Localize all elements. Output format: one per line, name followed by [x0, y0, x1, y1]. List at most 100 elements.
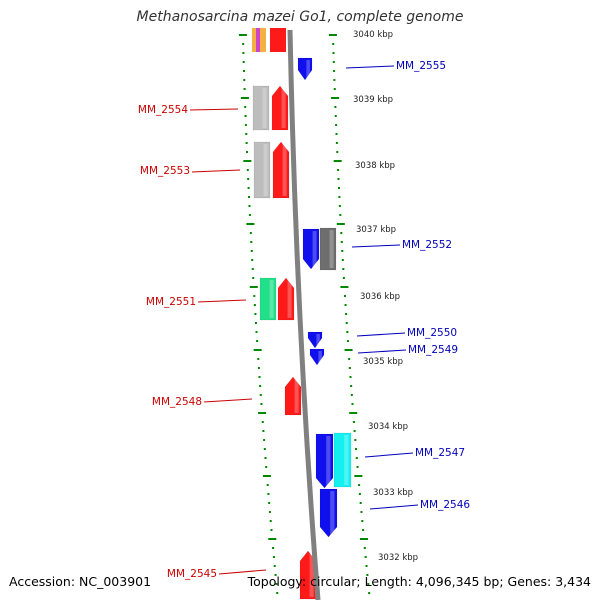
outer-tick: [243, 160, 252, 162]
inner-tick: [340, 232, 343, 234]
outer-tick: [276, 592, 279, 594]
inner-tick: [336, 223, 345, 225]
gene-leader-line: [191, 169, 241, 173]
gene-label-MM_2552[interactable]: MM_2552: [402, 239, 452, 251]
gene-leader-line: [364, 452, 414, 458]
outer-tick: [244, 115, 247, 117]
gene-feature-MM_2553: [272, 141, 290, 199]
gene-leader-line: [351, 244, 401, 248]
gene-label-MM_2551[interactable]: MM_2551: [146, 296, 196, 308]
gene-feature-grey-shade: [263, 144, 268, 196]
gene-label-MM_2547[interactable]: MM_2547: [415, 447, 465, 459]
inner-tick: [335, 124, 338, 126]
inner-tick: [348, 358, 351, 360]
outer-tick: [246, 169, 249, 171]
inner-tick: [328, 34, 337, 36]
inner-tick: [345, 322, 348, 324]
inner-tick: [345, 313, 348, 315]
gene-feature-MM_2554: [271, 85, 289, 131]
outer-tick: [252, 277, 255, 279]
outer-tick: [251, 259, 254, 261]
outer-tick: [257, 367, 260, 369]
gene-label-MM_2549[interactable]: MM_2549: [408, 344, 458, 356]
inner-tick: [344, 304, 347, 306]
gene-label-MM_2548[interactable]: MM_2548: [152, 396, 202, 408]
inner-tick: [332, 61, 335, 63]
outer-tick: [248, 196, 251, 198]
gene-feature-MM_2548-shade: [294, 379, 299, 413]
outer-tick: [259, 385, 262, 387]
scale-label: 3040 kbp: [353, 30, 393, 40]
outer-tick: [259, 394, 262, 396]
inner-tick: [363, 547, 366, 549]
inner-tick: [348, 367, 351, 369]
gene-feature-MM_2552: [302, 228, 320, 270]
outer-tick: [250, 241, 253, 243]
gene-label-MM_2553[interactable]: MM_2553: [140, 165, 190, 177]
gene-feature-MM_2555: [297, 57, 313, 81]
outer-tick: [245, 133, 248, 135]
inner-tick: [337, 187, 340, 189]
inner-tick: [339, 214, 342, 216]
inner-tick: [337, 169, 340, 171]
inner-tick: [351, 403, 354, 405]
inner-tick: [353, 430, 356, 432]
inner-tick: [332, 43, 335, 45]
outer-tick: [242, 61, 245, 63]
outer-tick: [257, 358, 260, 360]
scale-label: 3033 kbp: [373, 488, 413, 498]
outer-tick: [253, 349, 262, 351]
outer-tick: [245, 142, 248, 144]
inner-tick: [333, 79, 336, 81]
gene-feature-grey: [252, 85, 270, 131]
inner-tick: [340, 241, 343, 243]
inner-tick: [334, 106, 337, 108]
gene-feature-MM_2550: [307, 331, 323, 349]
inner-tick: [334, 115, 337, 117]
gene-leader-line: [197, 299, 247, 303]
outer-tick: [269, 520, 272, 522]
inner-tick: [354, 475, 363, 477]
inner-tick: [335, 142, 338, 144]
gene-feature-MM_2547: [315, 433, 334, 489]
outer-tick: [258, 412, 267, 414]
outer-tick: [242, 52, 245, 54]
scale-label: 3036 kbp: [360, 292, 400, 302]
scale-label: 3034 kbp: [368, 422, 408, 432]
inner-tick: [341, 250, 344, 252]
inner-tick: [341, 259, 344, 261]
feature-fragment: [270, 28, 286, 52]
feature-fragment: [256, 28, 260, 52]
scale-label: 3038 kbp: [355, 161, 395, 171]
gene-label-MM_2550[interactable]: MM_2550: [407, 327, 457, 339]
gene-leader-line: [369, 504, 419, 510]
outer-tick: [253, 295, 256, 297]
gene-feature-MM_2546-shade: [330, 491, 335, 535]
inner-tick: [366, 574, 369, 576]
outer-tick: [244, 106, 247, 108]
inner-tick: [355, 448, 358, 450]
outer-tick: [268, 538, 277, 540]
outer-tick: [254, 322, 257, 324]
gene-label-MM_2546[interactable]: MM_2546: [420, 499, 470, 511]
inner-tick: [358, 484, 361, 486]
gene-feature-MM_2551-shade: [287, 280, 292, 318]
gene-label-MM_2555[interactable]: MM_2555: [396, 60, 446, 72]
inner-tick: [367, 583, 370, 585]
outer-tick: [264, 457, 267, 459]
gene-leader-line: [356, 332, 406, 337]
gene-label-MM_2545[interactable]: MM_2545: [167, 568, 217, 580]
outer-tick: [240, 97, 249, 99]
gene-feature-MM_2545-shade: [309, 553, 314, 597]
outer-tick: [238, 34, 247, 36]
gene-feature-MM_2554-shade: [281, 88, 286, 128]
gene-feature-cyan-shade: [344, 435, 349, 485]
outer-tick: [242, 43, 245, 45]
inner-tick: [342, 277, 345, 279]
gene-label-MM_2554[interactable]: MM_2554: [138, 104, 188, 116]
inner-tick: [344, 349, 353, 351]
inner-tick: [349, 412, 358, 414]
genome-summary: Topology: circular; Length: 4,096,345 bp…: [247, 574, 591, 589]
gene-feature-MM_2553-shade: [282, 144, 287, 196]
gene-leader-line: [203, 398, 253, 403]
